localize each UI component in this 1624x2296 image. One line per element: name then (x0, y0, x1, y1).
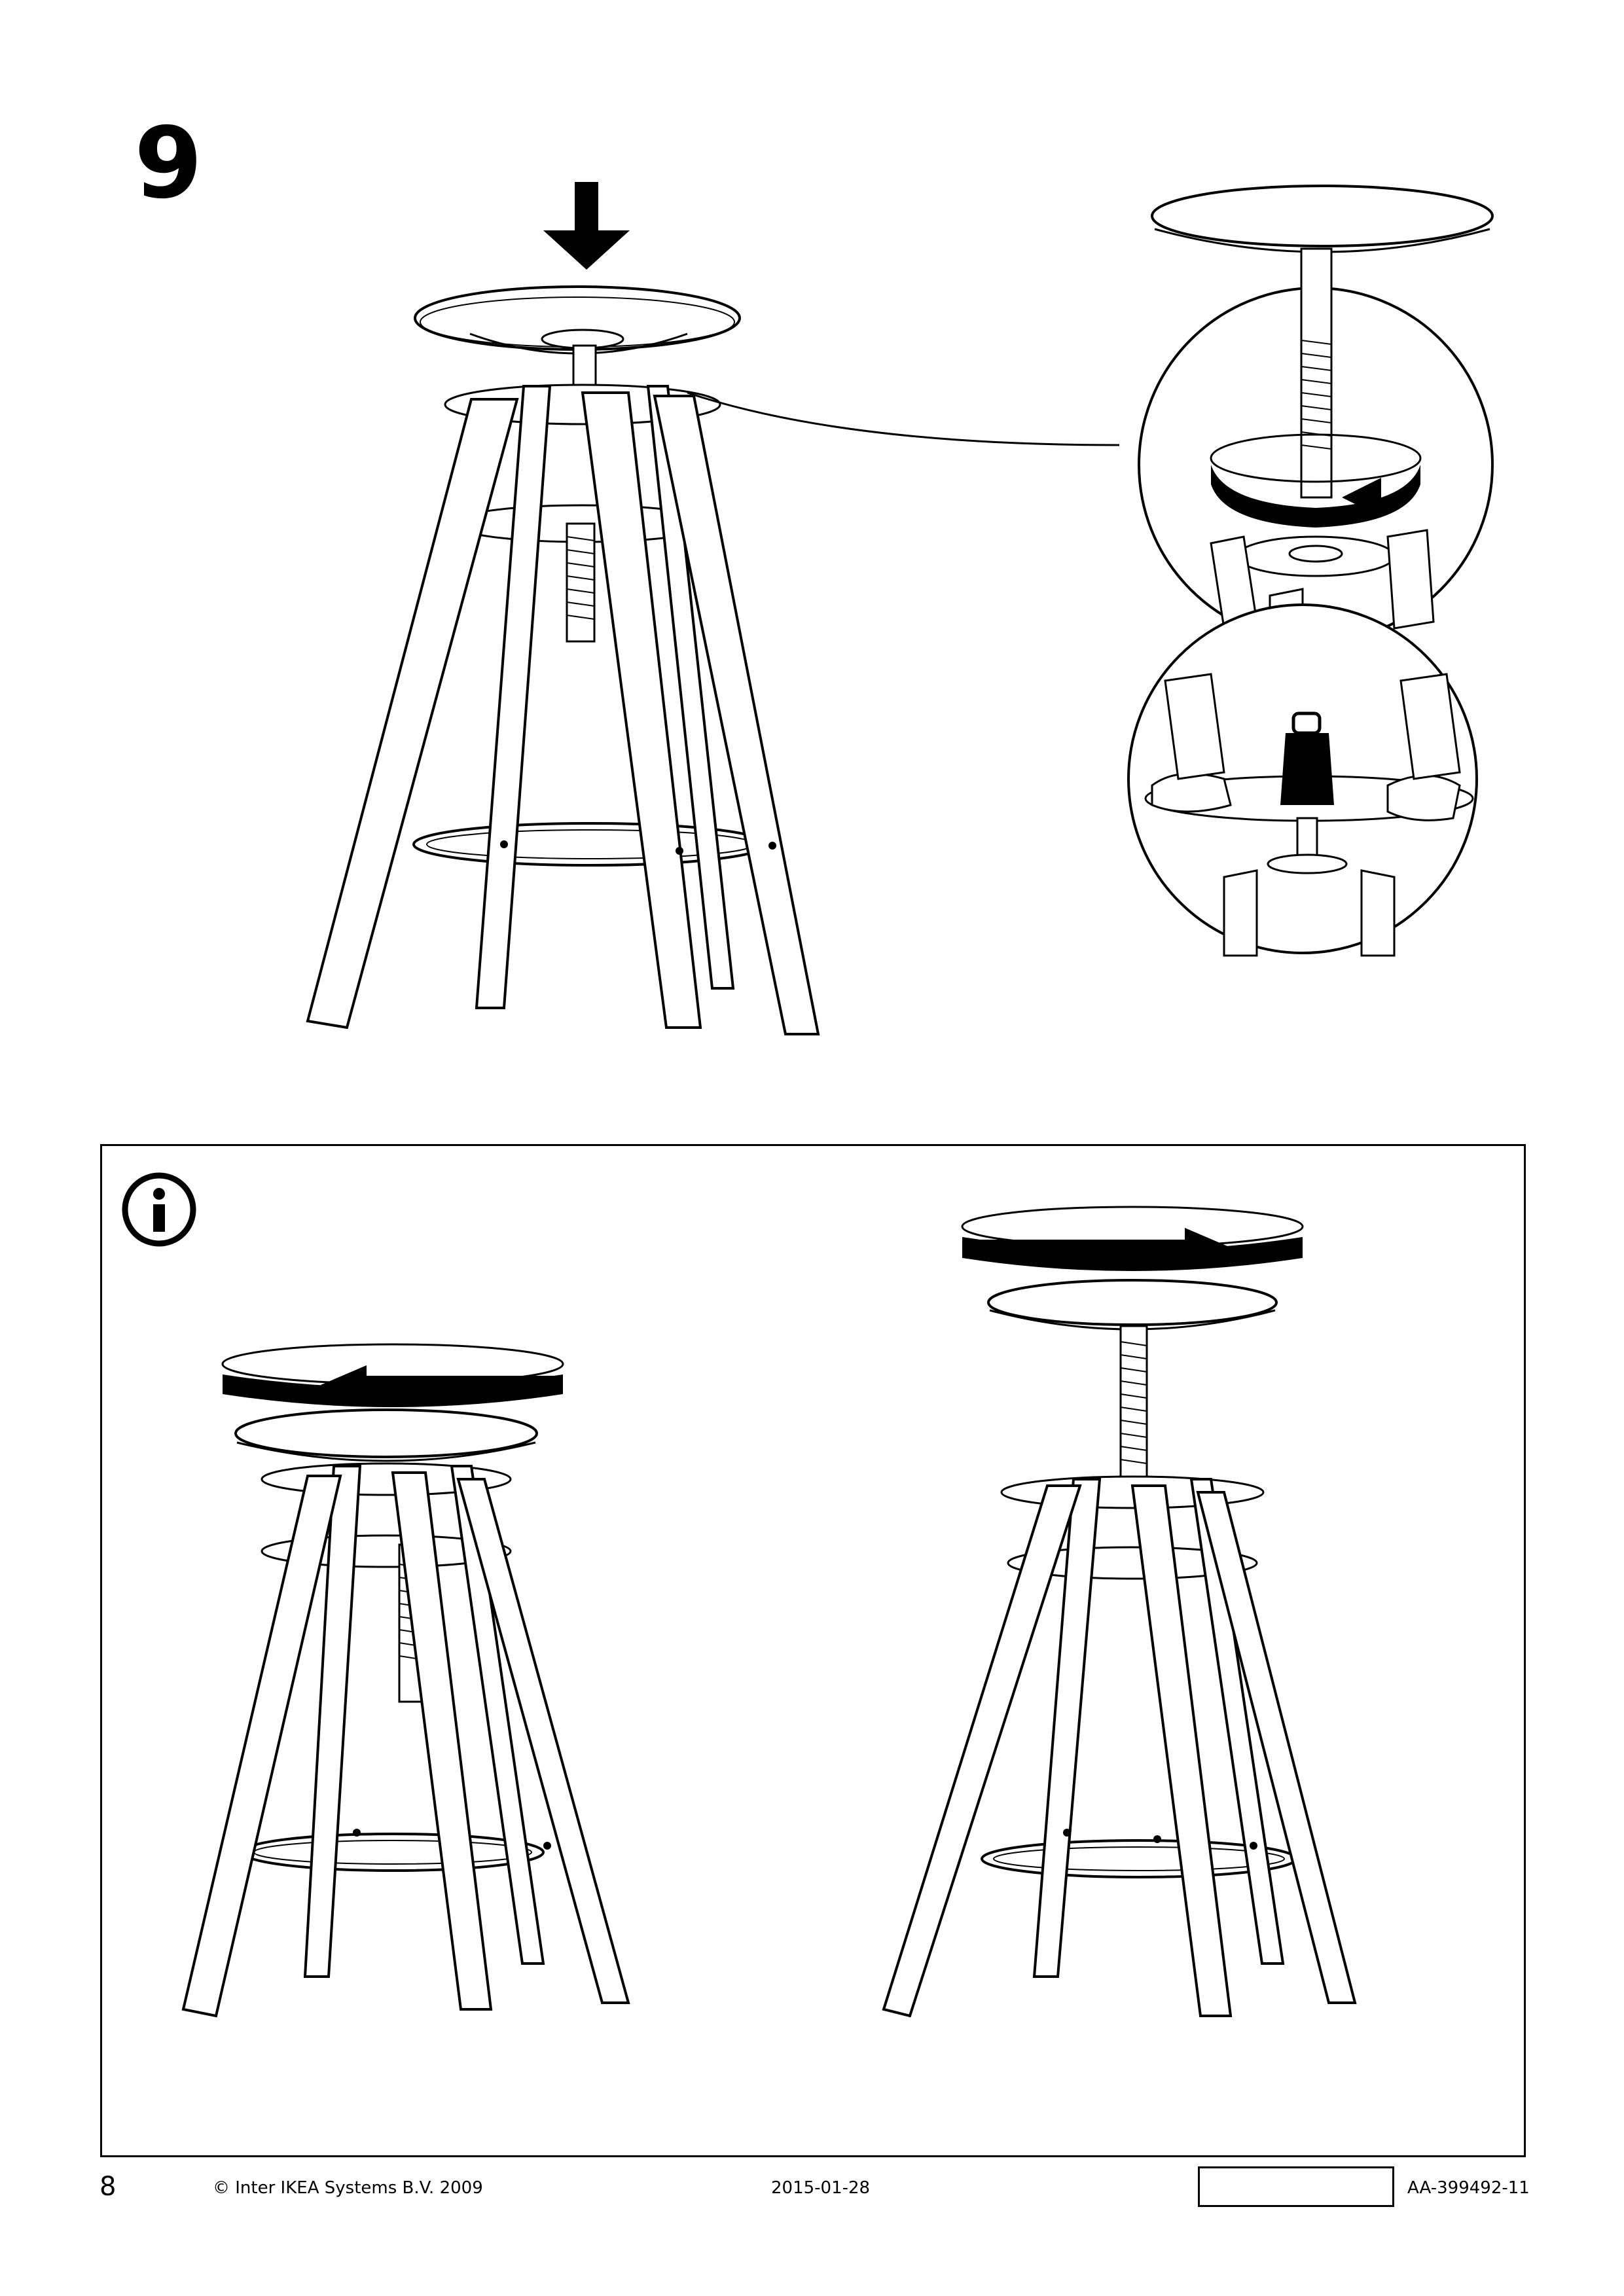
document-id: AA-399492-11 (1407, 2178, 1530, 2198)
info-icon (120, 1170, 198, 1249)
stool-raised-illustration (884, 1204, 1342, 2029)
stool-assembly-illustration (308, 182, 844, 1047)
blank-label-box (1198, 2166, 1394, 2207)
copyright-text: © Inter IKEA Systems B.V. 2009 (213, 2178, 483, 2198)
info-box (100, 1144, 1526, 2157)
weight-icon (1280, 713, 1334, 805)
step-number: 9 (134, 107, 203, 221)
rotate-counterclockwise-icon (1211, 435, 1420, 528)
document-date: 2015-01-28 (771, 2178, 871, 2198)
stool-lowered-illustration (177, 1335, 635, 2022)
page-number: 8 (99, 2172, 117, 2202)
down-arrow-icon (543, 182, 630, 270)
rotate-clockwise-icon (962, 1207, 1303, 1271)
detail-tighten-seat (1126, 602, 1479, 956)
rotate-counterclockwise-icon (223, 1344, 563, 1407)
